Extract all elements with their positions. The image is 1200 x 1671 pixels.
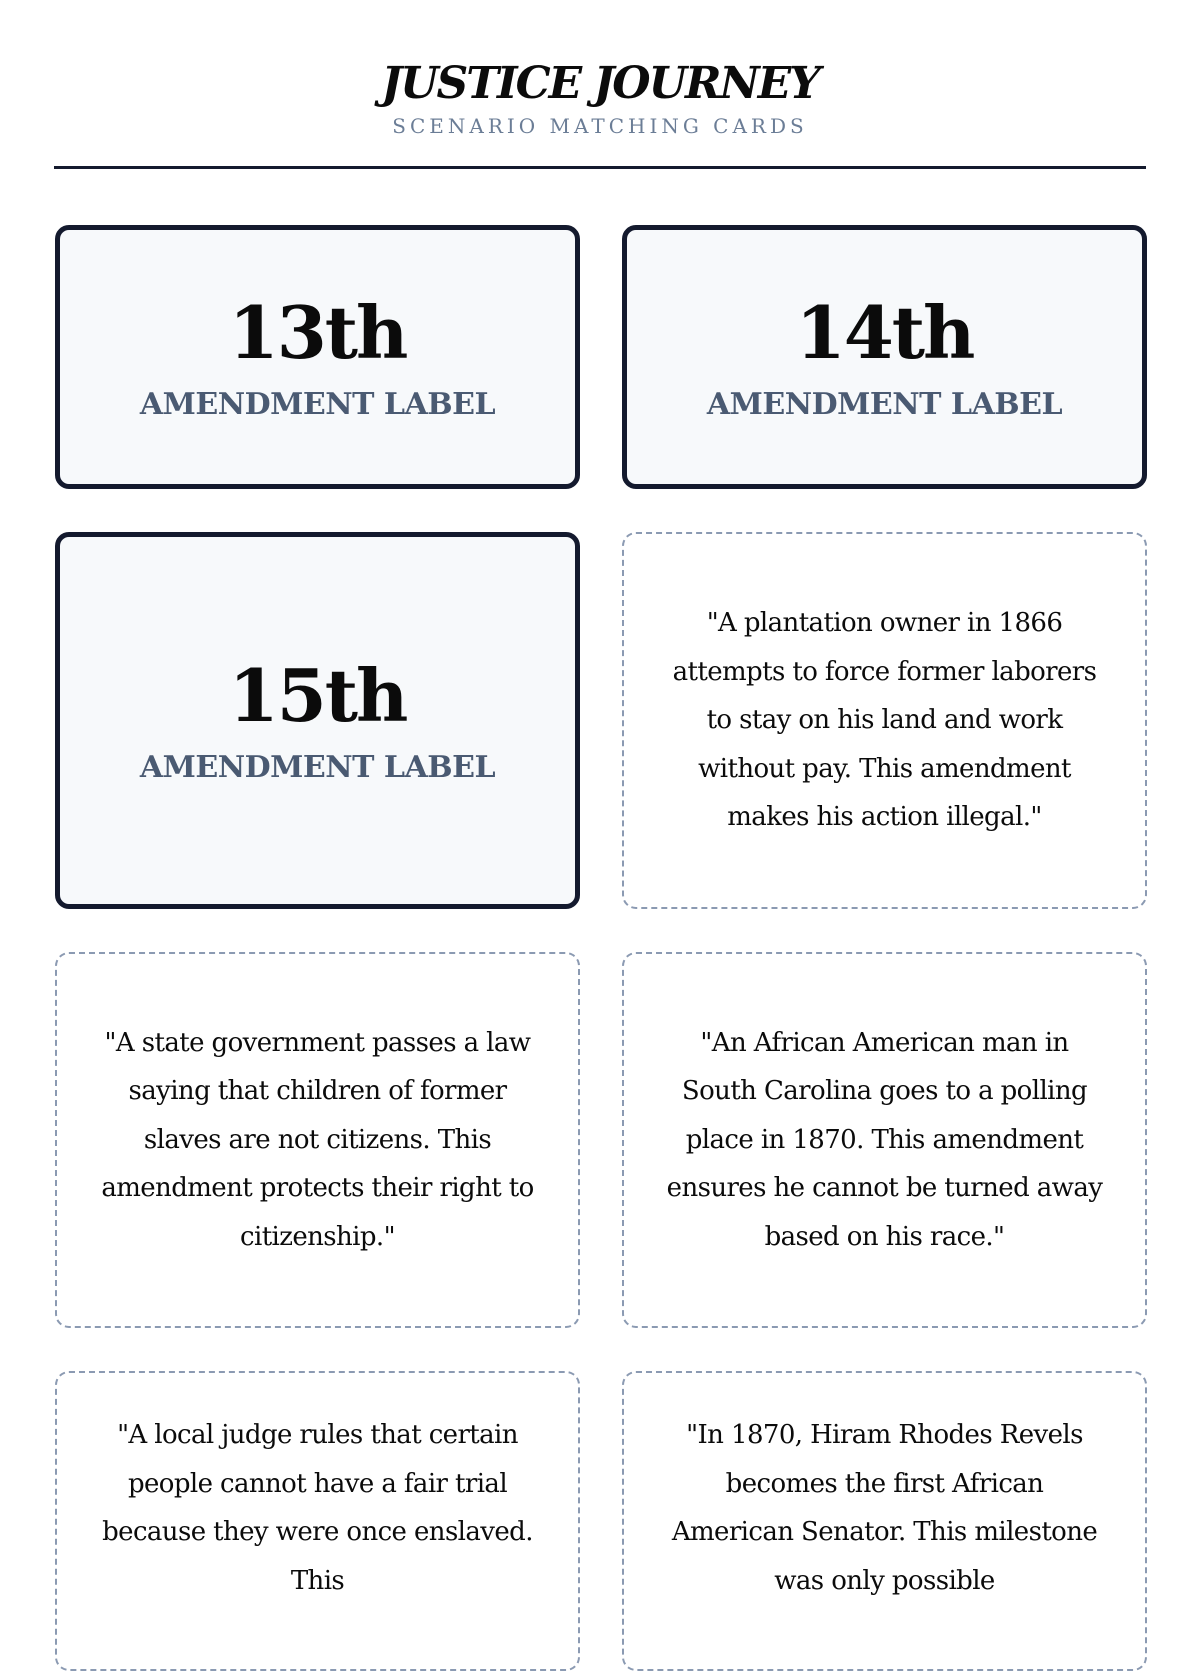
amendment-label: AMENDMENT LABEL bbox=[139, 750, 496, 785]
amendment-card-14th[interactable]: 14th AMENDMENT LABEL bbox=[622, 225, 1147, 489]
scenario-card[interactable]: "A local judge rules that certain people… bbox=[55, 1371, 580, 1671]
scenario-text: "A local judge rules that certain people… bbox=[102, 1420, 533, 1596]
scenario-card[interactable]: "In 1870, Hiram Rhodes Revels becomes th… bbox=[622, 1371, 1147, 1671]
scenario-card[interactable]: "A state government passes a law saying … bbox=[55, 952, 580, 1328]
amendment-label: AMENDMENT LABEL bbox=[706, 386, 1063, 422]
scenario-card[interactable]: "An African American man in South Caroli… bbox=[622, 952, 1147, 1328]
scenario-card[interactable]: "A plantation owner in 1866 attempts to … bbox=[622, 532, 1147, 909]
page-title: JUSTICE JOURNEY bbox=[381, 58, 820, 109]
header-divider bbox=[54, 166, 1146, 169]
scenario-text: "In 1870, Hiram Rhodes Revels becomes th… bbox=[671, 1420, 1098, 1596]
header: JUSTICE JOURNEY SCENARIO MATCHING CARDS bbox=[0, 0, 1200, 138]
amendment-number: 14th bbox=[795, 289, 976, 375]
amendment-label: AMENDMENT LABEL bbox=[139, 386, 496, 422]
amendment-card-15th[interactable]: 15th AMENDMENT LABEL bbox=[55, 532, 580, 909]
page-subtitle: SCENARIO MATCHING CARDS bbox=[392, 114, 808, 138]
amendment-number: 15th bbox=[228, 653, 409, 738]
amendment-card-13th[interactable]: 13th AMENDMENT LABEL bbox=[55, 225, 580, 489]
amendment-number: 13th bbox=[228, 289, 409, 375]
card-grid: 13th AMENDMENT LABEL 14th AMENDMENT LABE… bbox=[55, 225, 1200, 1671]
scenario-text: "An African American man in South Caroli… bbox=[666, 1027, 1103, 1252]
scenario-text: "A state government passes a law saying … bbox=[101, 1027, 534, 1252]
scenario-text: "A plantation owner in 1866 attempts to … bbox=[672, 608, 1097, 833]
